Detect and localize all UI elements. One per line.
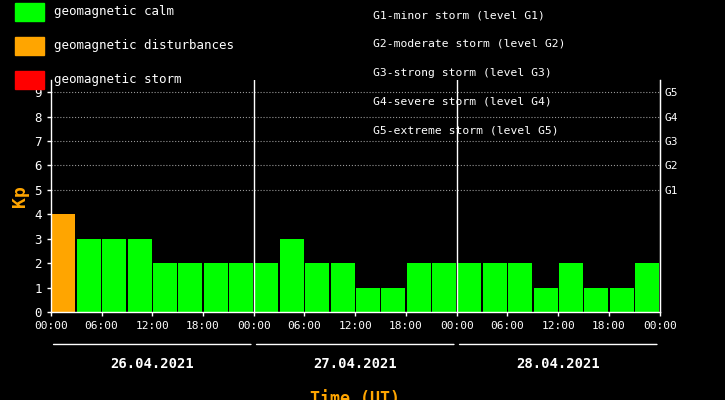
Text: geomagnetic calm: geomagnetic calm xyxy=(54,6,175,18)
Bar xyxy=(559,263,583,312)
Text: geomagnetic storm: geomagnetic storm xyxy=(54,74,182,86)
Text: 26.04.2021: 26.04.2021 xyxy=(110,357,194,371)
Bar xyxy=(381,288,405,312)
Bar xyxy=(610,288,634,312)
Text: 28.04.2021: 28.04.2021 xyxy=(516,357,600,371)
Text: G4-severe storm (level G4): G4-severe storm (level G4) xyxy=(373,96,552,106)
Bar xyxy=(178,263,202,312)
Text: geomagnetic disturbances: geomagnetic disturbances xyxy=(54,40,234,52)
Bar xyxy=(102,239,126,312)
Bar xyxy=(584,288,608,312)
Bar xyxy=(534,288,558,312)
Bar xyxy=(51,214,75,312)
Text: Time (UT): Time (UT) xyxy=(310,390,400,400)
Bar xyxy=(254,263,278,312)
Bar xyxy=(483,263,507,312)
Text: G1-minor storm (level G1): G1-minor storm (level G1) xyxy=(373,10,545,20)
Bar xyxy=(229,263,253,312)
Bar xyxy=(280,239,304,312)
Bar xyxy=(305,263,329,312)
Bar xyxy=(432,263,456,312)
Y-axis label: Kp: Kp xyxy=(11,185,29,207)
Bar xyxy=(128,239,152,312)
Text: G2-moderate storm (level G2): G2-moderate storm (level G2) xyxy=(373,39,566,49)
Bar xyxy=(204,263,228,312)
Bar xyxy=(153,263,177,312)
Bar xyxy=(77,239,101,312)
Bar xyxy=(331,263,355,312)
Bar xyxy=(635,263,659,312)
Bar xyxy=(457,263,481,312)
Bar xyxy=(407,263,431,312)
Bar xyxy=(508,263,532,312)
Bar xyxy=(356,288,380,312)
Text: 27.04.2021: 27.04.2021 xyxy=(313,357,397,371)
Text: G5-extreme storm (level G5): G5-extreme storm (level G5) xyxy=(373,125,559,135)
Text: G3-strong storm (level G3): G3-strong storm (level G3) xyxy=(373,68,552,78)
